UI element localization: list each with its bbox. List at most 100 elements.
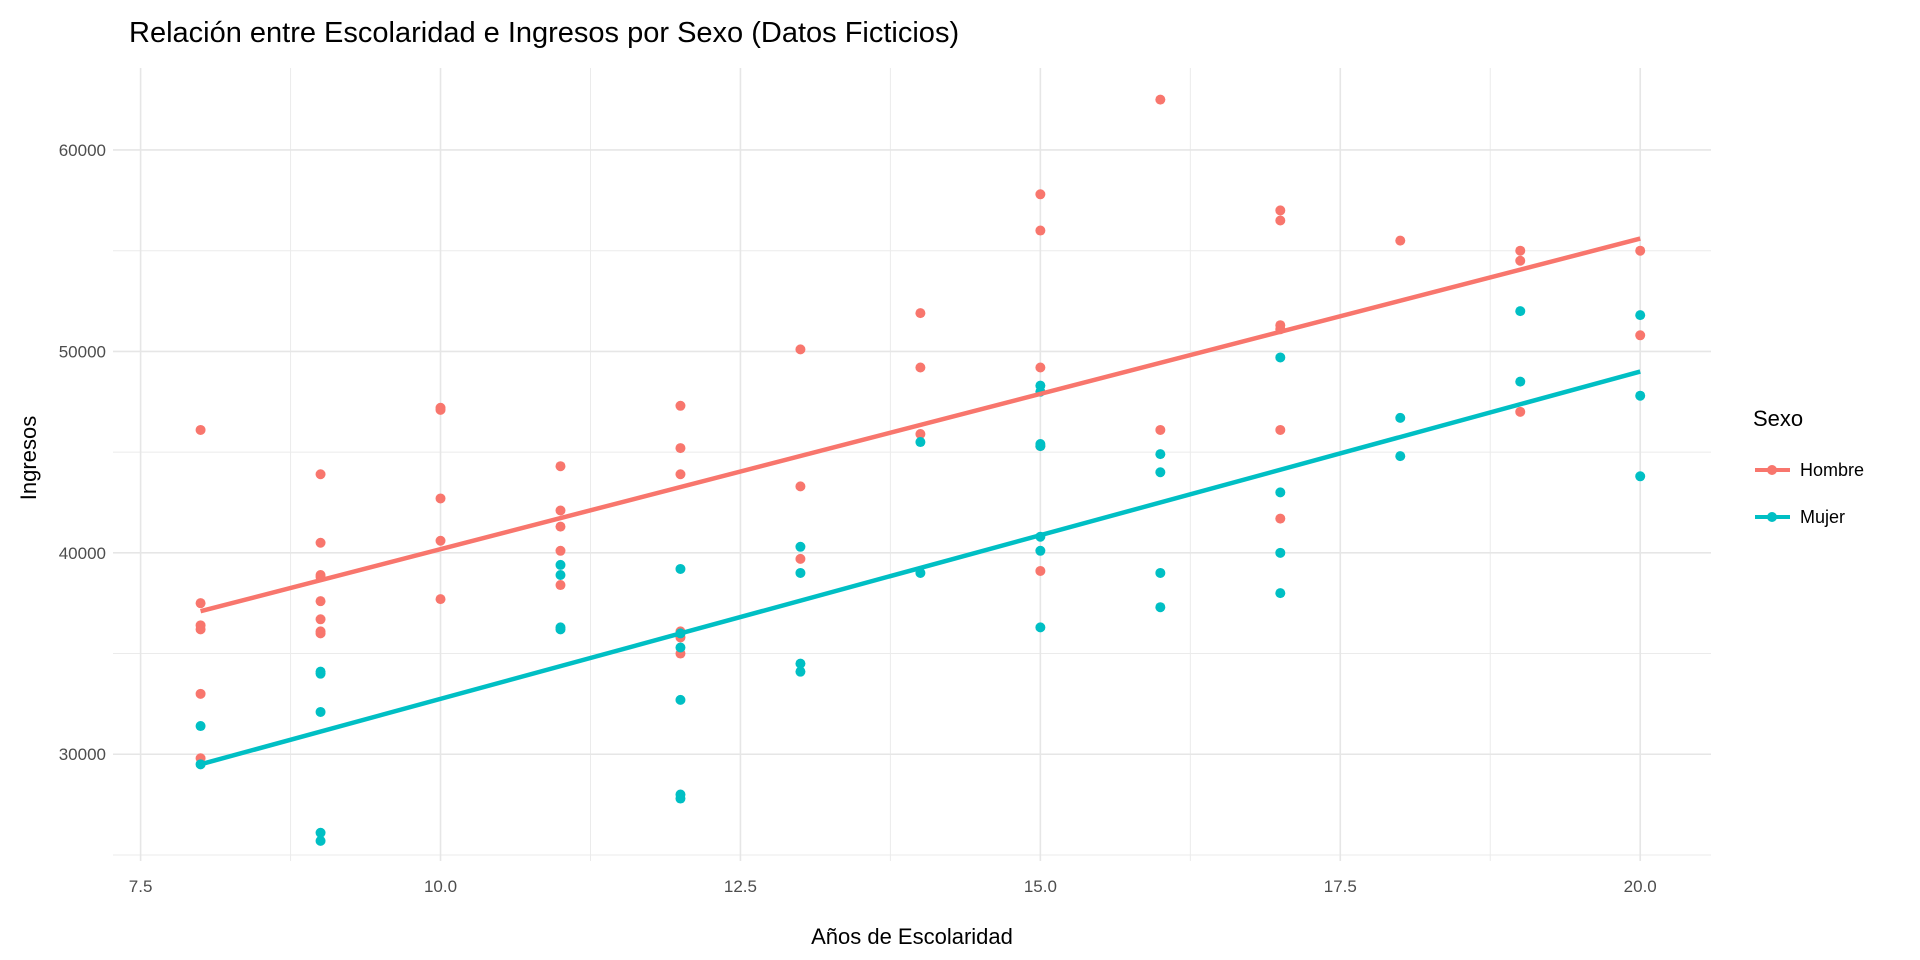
point-mujer [195, 721, 206, 732]
point-mujer [675, 793, 686, 804]
point-hombre [1515, 245, 1526, 256]
point-mujer [1275, 352, 1286, 363]
point-hombre [915, 308, 926, 319]
point-mujer [1035, 441, 1046, 452]
point-mujer [315, 706, 326, 717]
y-tick-label: 40000 [59, 544, 106, 563]
point-mujer [1155, 449, 1166, 460]
point-mujer [675, 563, 686, 574]
point-hombre [1155, 424, 1166, 435]
point-hombre [1635, 245, 1646, 256]
point-hombre [435, 594, 446, 605]
point-hombre [675, 469, 686, 480]
x-tick-label: 7.5 [129, 877, 153, 896]
point-mujer [675, 642, 686, 653]
point-hombre [555, 545, 566, 556]
x-tick-label: 17.5 [1324, 877, 1357, 896]
point-mujer [1035, 545, 1046, 556]
point-hombre [795, 553, 806, 564]
point-mujer [1155, 602, 1166, 613]
point-hombre [1515, 406, 1526, 417]
point-hombre [195, 424, 206, 435]
point-hombre [1275, 215, 1286, 226]
point-hombre [1275, 513, 1286, 524]
point-hombre [555, 461, 566, 472]
point-hombre [1035, 565, 1046, 576]
point-mujer [1635, 390, 1646, 401]
point-mujer [1035, 622, 1046, 633]
point-hombre [555, 505, 566, 516]
x-axis-label: Años de Escolaridad [811, 924, 1013, 949]
x-axis-ticks: 7.5 10.0 12.5 15.0 17.5 20.0 [129, 877, 1657, 896]
point-mujer [915, 437, 926, 448]
point-mujer [315, 668, 326, 679]
x-tick-label: 15.0 [1024, 877, 1057, 896]
point-hombre [435, 493, 446, 504]
point-mujer [1395, 451, 1406, 462]
point-mujer [1275, 487, 1286, 498]
point-mujer [1275, 588, 1286, 599]
fit-line-mujer [199, 369, 1641, 767]
point-mujer [1155, 467, 1166, 478]
point-hombre [1275, 424, 1286, 435]
point-hombre [675, 443, 686, 454]
point-mujer [555, 559, 566, 570]
point-hombre [1515, 255, 1526, 266]
y-axis-ticks: 30000 40000 50000 60000 [59, 141, 106, 764]
point-hombre [1035, 189, 1046, 200]
point-mujer [1635, 310, 1646, 321]
x-tick-label: 12.5 [724, 877, 757, 896]
point-hombre [795, 481, 806, 492]
point-mujer [555, 624, 566, 635]
point-mujer [1515, 376, 1526, 387]
fit-line-hombre [200, 236, 1641, 614]
point-mujer [1155, 567, 1166, 578]
legend-label-hombre: Hombre [1800, 460, 1864, 480]
point-mujer [795, 541, 806, 552]
grid-lines [113, 68, 1711, 861]
point-mujer [555, 569, 566, 580]
point-mujer [795, 567, 806, 578]
point-hombre [555, 521, 566, 532]
point-mujer [315, 827, 326, 838]
point-hombre [915, 428, 926, 439]
point-hombre [1155, 94, 1166, 105]
point-hombre [1275, 205, 1286, 216]
x-tick-label: 20.0 [1624, 877, 1657, 896]
point-hombre [195, 598, 206, 609]
point-hombre [315, 614, 326, 625]
plot-marks [195, 94, 1646, 846]
point-hombre [1035, 225, 1046, 236]
point-hombre [1035, 362, 1046, 373]
point-mujer [795, 658, 806, 669]
x-tick-label: 10.0 [424, 877, 457, 896]
chart-title: Relación entre Escolaridad e Ingresos po… [129, 17, 959, 49]
point-hombre [1395, 235, 1406, 246]
point-hombre [195, 624, 206, 635]
y-tick-label: 50000 [59, 342, 106, 361]
y-tick-label: 30000 [59, 745, 106, 764]
legend: Sexo Hombre Mujer [1753, 406, 1864, 527]
legend-key-point-mujer [1767, 512, 1777, 522]
legend-key-point-hombre [1767, 465, 1777, 475]
point-hombre [795, 344, 806, 355]
point-hombre [915, 362, 926, 373]
point-hombre [675, 400, 686, 411]
point-hombre [315, 469, 326, 480]
y-axis-label: Ingresos [16, 416, 41, 500]
legend-label-mujer: Mujer [1800, 507, 1845, 527]
point-hombre [195, 688, 206, 699]
y-tick-label: 60000 [59, 141, 106, 160]
point-hombre [315, 628, 326, 639]
point-mujer [1515, 306, 1526, 317]
point-hombre [315, 596, 326, 607]
point-hombre [435, 535, 446, 546]
point-hombre [1635, 330, 1646, 341]
point-hombre [435, 404, 446, 415]
point-mujer [675, 694, 686, 705]
point-mujer [1395, 412, 1406, 423]
point-mujer [1635, 471, 1646, 482]
point-mujer [1275, 547, 1286, 558]
point-hombre [555, 580, 566, 591]
legend-title: Sexo [1753, 406, 1803, 431]
